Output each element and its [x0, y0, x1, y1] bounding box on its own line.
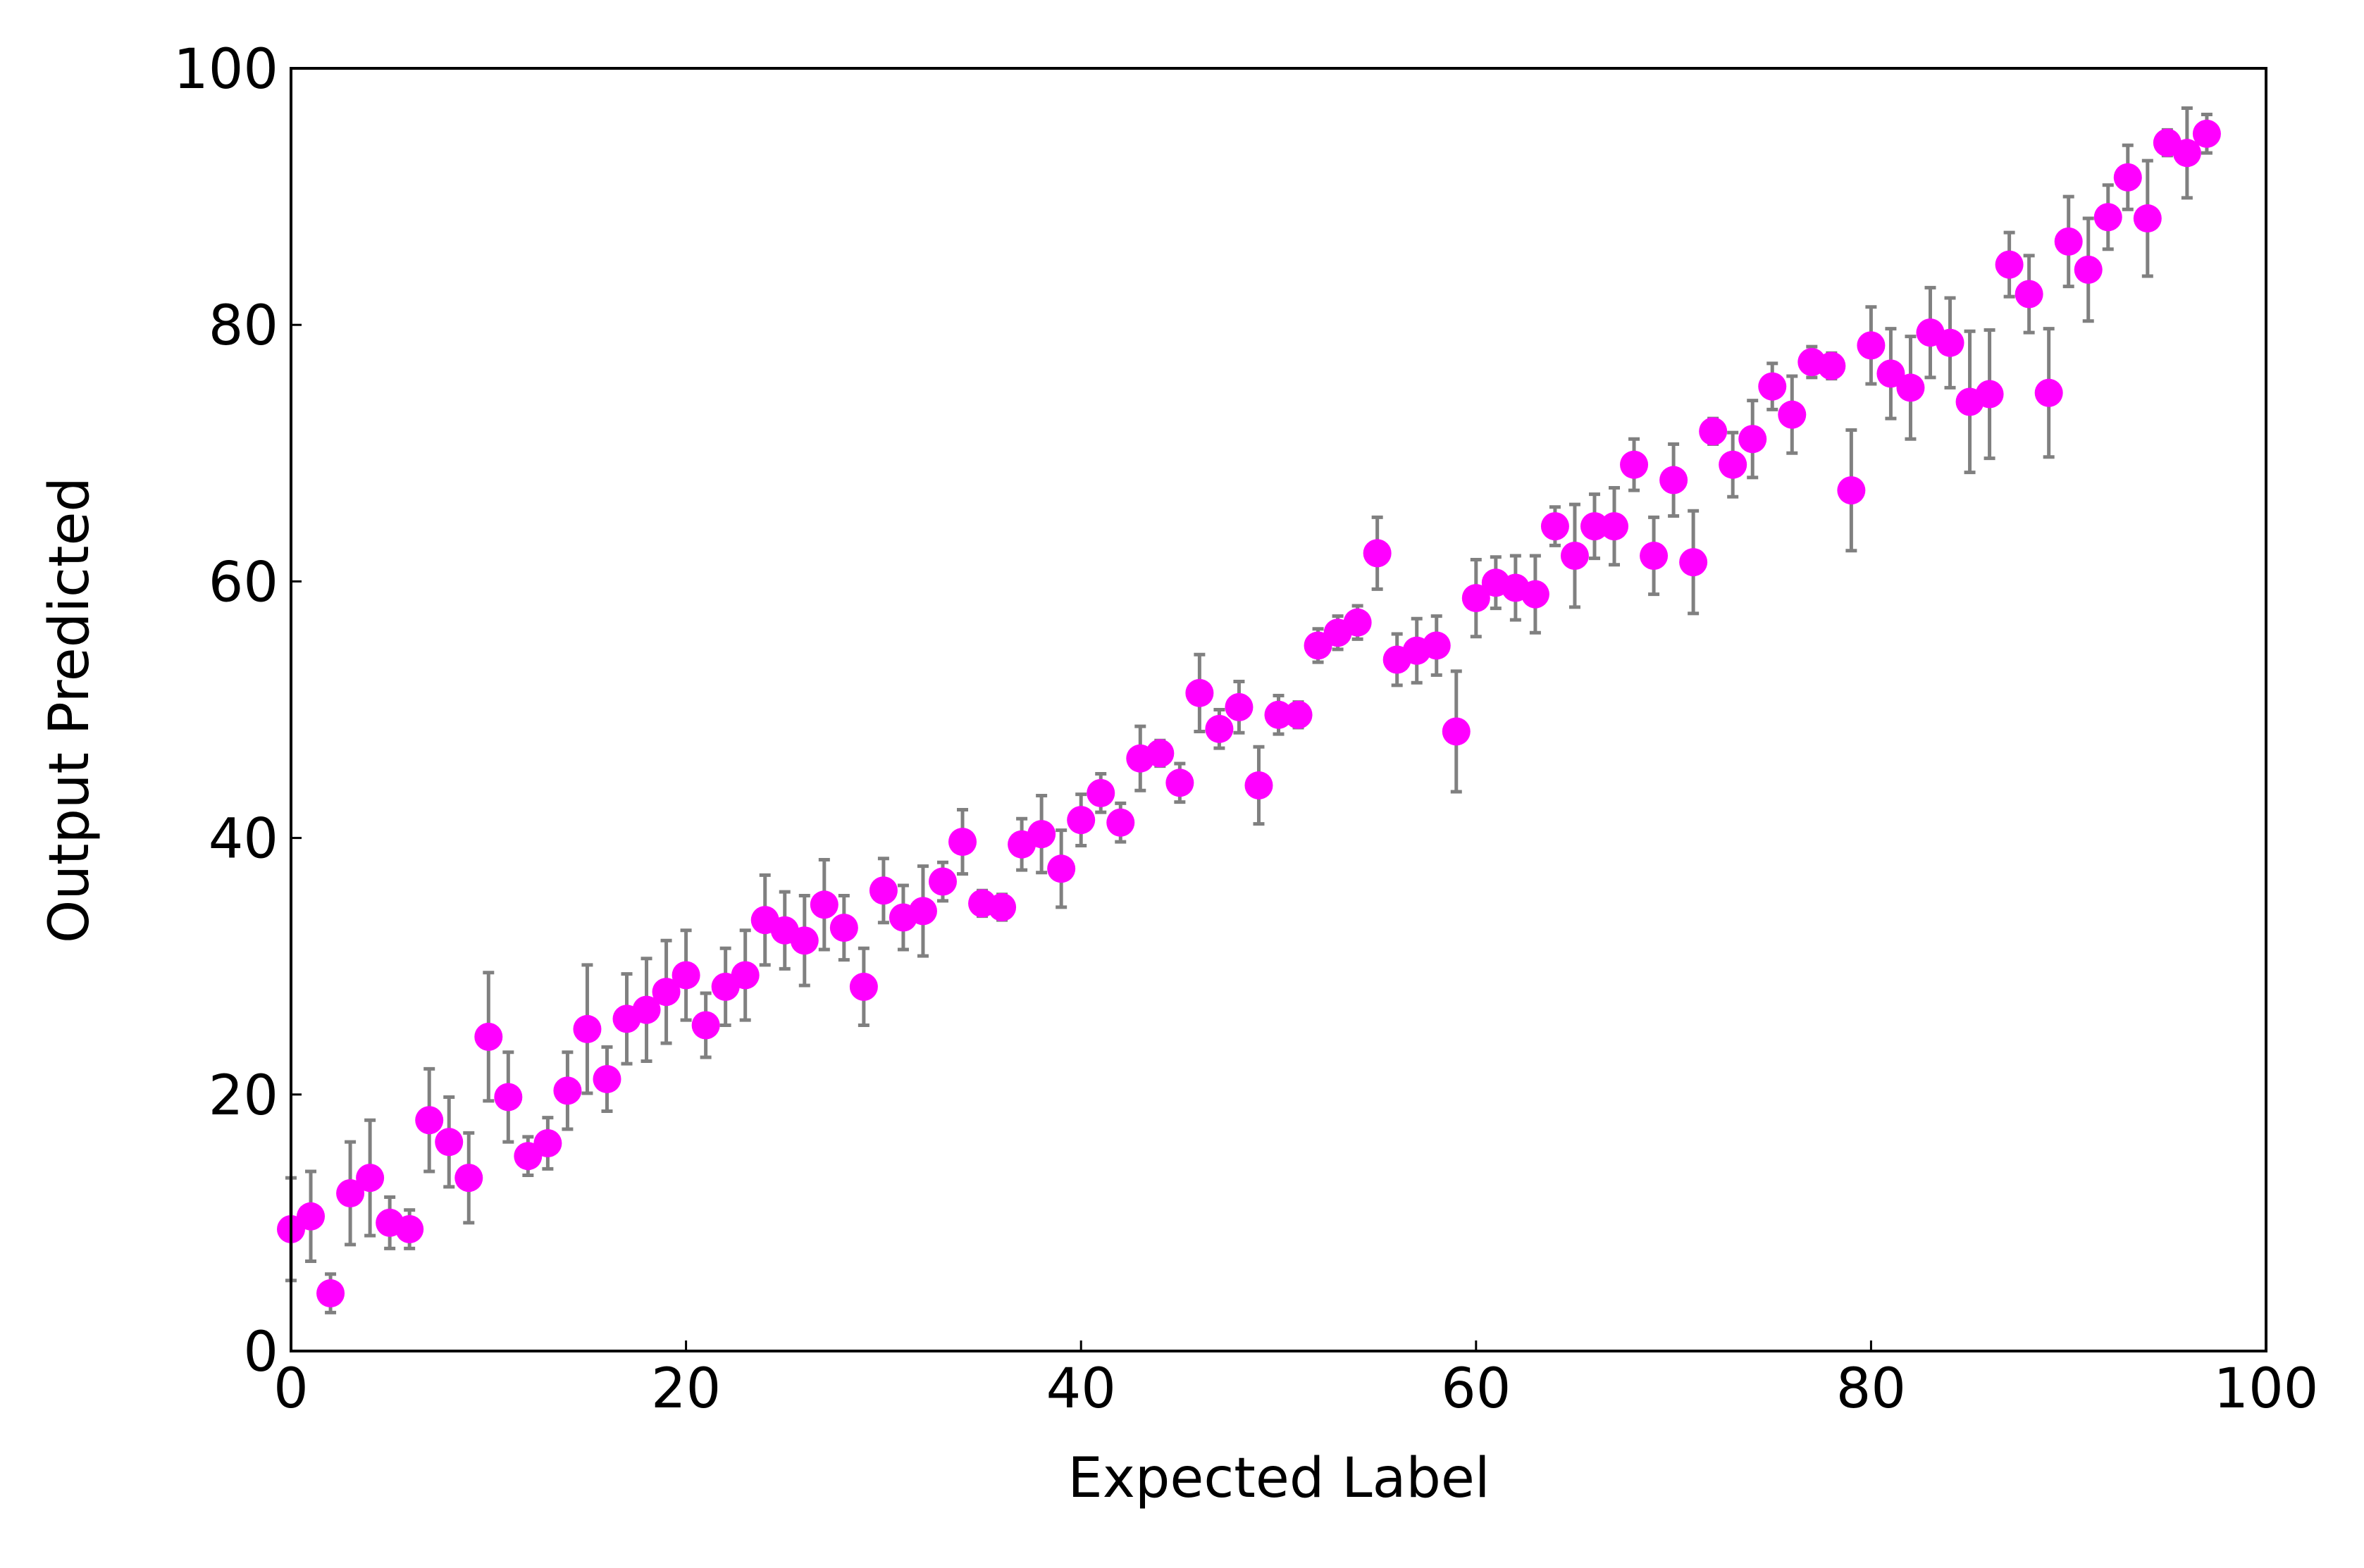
point: [1363, 539, 1392, 568]
point: [415, 1106, 444, 1135]
point: [1580, 512, 1609, 541]
point: [869, 876, 898, 905]
point: [1837, 476, 1866, 505]
point: [1047, 854, 1076, 883]
y-tick-label: 80: [209, 294, 278, 358]
point: [1521, 580, 1549, 609]
point: [1442, 717, 1471, 746]
point: [1225, 692, 1254, 721]
point: [2034, 378, 2063, 407]
point: [297, 1202, 326, 1231]
y-tick-label: 0: [243, 1321, 278, 1384]
point: [790, 926, 819, 955]
point: [1600, 512, 1629, 541]
point: [1738, 425, 1767, 454]
point: [1027, 820, 1056, 849]
point: [1087, 778, 1115, 807]
point: [1343, 608, 1372, 637]
point: [1146, 739, 1175, 768]
point: [1857, 331, 1886, 360]
point: [2113, 163, 2142, 192]
point: [672, 961, 700, 990]
point: [908, 897, 937, 926]
point: [1560, 541, 1589, 570]
x-tick-label: 80: [1836, 1357, 1906, 1421]
point: [1659, 466, 1688, 494]
point: [2054, 227, 2083, 256]
point: [1975, 380, 2004, 409]
point: [632, 995, 661, 1024]
x-tick-label: 60: [1441, 1357, 1511, 1421]
point: [652, 978, 681, 1007]
point: [849, 972, 878, 1001]
point: [1244, 771, 1273, 799]
x-tick-label: 0: [273, 1357, 309, 1421]
point: [1876, 359, 1905, 388]
point: [593, 1064, 621, 1093]
point: [829, 914, 858, 942]
point: [2093, 203, 2122, 232]
point: [1540, 512, 1569, 541]
point: [474, 1022, 503, 1051]
point: [2015, 280, 2043, 309]
point: [356, 1164, 385, 1193]
point: [533, 1128, 562, 1157]
point: [1936, 328, 1964, 357]
point: [1758, 372, 1787, 401]
point: [2192, 119, 2221, 148]
x-axis-label: Expected Label: [1067, 1447, 1490, 1510]
point: [1640, 541, 1669, 570]
point: [1817, 351, 1846, 380]
point: [948, 828, 977, 857]
point: [494, 1083, 523, 1112]
point: [1106, 808, 1135, 837]
point: [2172, 139, 2201, 168]
point: [1778, 400, 1807, 429]
x-tick-label: 20: [651, 1357, 721, 1421]
point: [928, 867, 957, 896]
y-tick-label: 60: [209, 551, 278, 614]
point: [1185, 678, 1214, 707]
y-axis-label: Output Predicted: [38, 477, 101, 943]
y-tick-label: 20: [209, 1064, 278, 1128]
point: [731, 961, 760, 990]
point: [1067, 806, 1096, 835]
point: [1896, 373, 1925, 402]
point: [1264, 700, 1293, 729]
point: [573, 1014, 602, 1043]
point: [1205, 714, 1234, 743]
y-tick-label: 100: [173, 38, 278, 101]
x-tick-label: 40: [1046, 1357, 1116, 1421]
y-tick-label: 40: [209, 808, 278, 871]
point: [1461, 584, 1490, 613]
point: [435, 1128, 464, 1157]
point: [395, 1215, 424, 1244]
point: [988, 892, 1017, 921]
point: [2133, 204, 2162, 233]
point: [1620, 450, 1649, 479]
point: [691, 1011, 720, 1040]
point: [316, 1279, 345, 1308]
plot-frame: [290, 67, 2267, 1352]
point: [2074, 255, 2103, 284]
point: [1719, 450, 1747, 479]
point: [1422, 631, 1451, 660]
point: [336, 1179, 365, 1208]
x-tick-label: 100: [2214, 1357, 2319, 1421]
point: [553, 1076, 582, 1105]
point: [1284, 700, 1313, 729]
point: [454, 1164, 483, 1193]
point: [810, 890, 838, 919]
point: [1165, 769, 1194, 797]
point: [1995, 250, 2024, 279]
point: [1699, 417, 1728, 446]
point: [1679, 548, 1708, 577]
